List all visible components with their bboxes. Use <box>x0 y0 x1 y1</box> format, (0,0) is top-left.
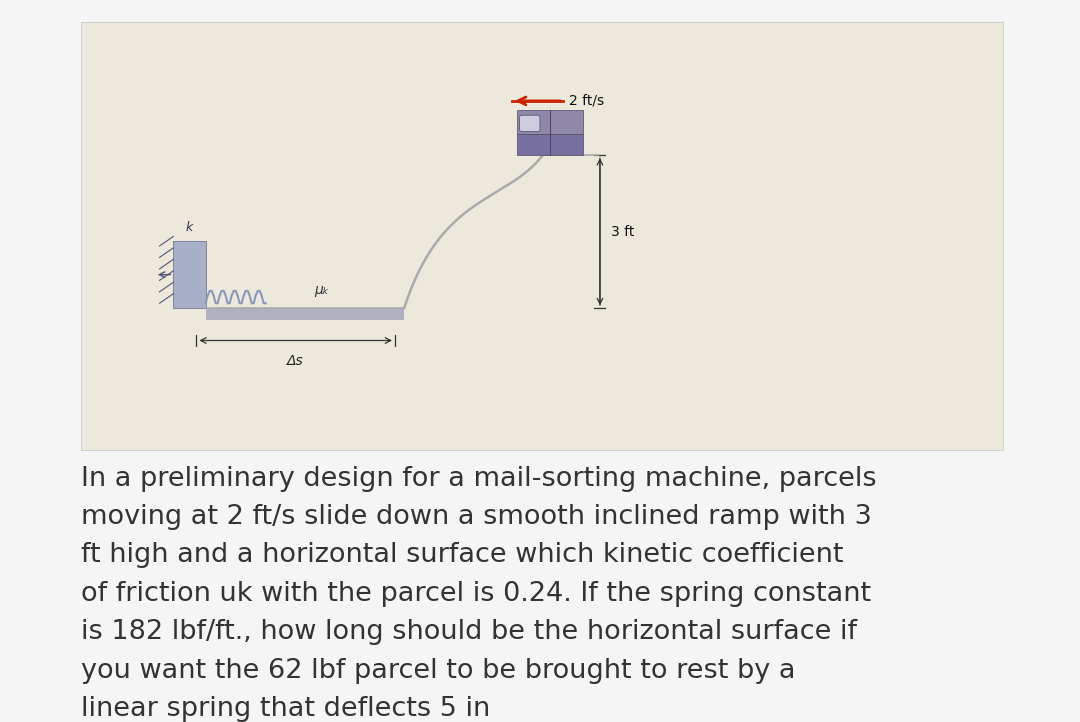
Text: In a preliminary design for a mail-sorting machine, parcels
moving at 2 ft/s sli: In a preliminary design for a mail-sorti… <box>81 466 877 722</box>
Bar <box>517 134 583 155</box>
Bar <box>517 110 583 134</box>
Text: 3 ft: 3 ft <box>611 225 634 239</box>
Text: 2 ft/s: 2 ft/s <box>568 94 604 108</box>
Text: k: k <box>186 221 193 234</box>
FancyBboxPatch shape <box>519 116 540 131</box>
Bar <box>205 308 404 320</box>
Bar <box>173 241 205 308</box>
Text: Δs: Δs <box>287 354 305 368</box>
Text: μₖ: μₖ <box>314 282 329 297</box>
